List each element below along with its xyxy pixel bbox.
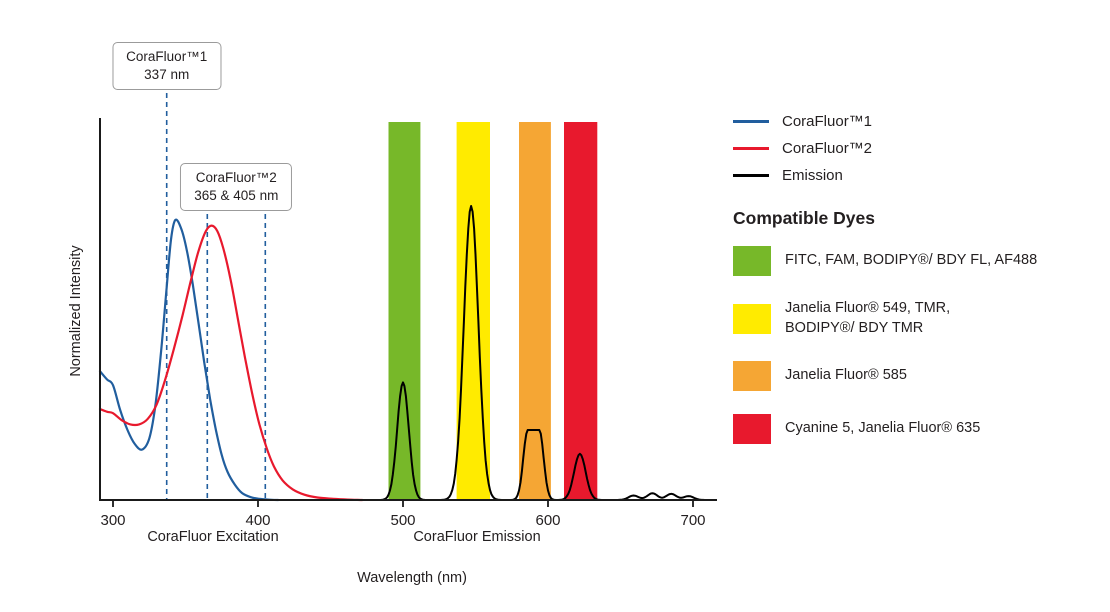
annotation-corafluor2-365-405nm: CoraFluor™2 365 & 405 nm [180, 163, 293, 211]
dye-label: FITC, FAM, BODIPY®/ BDY FL, AF488 [785, 252, 1038, 269]
legend-series-label: CoraFluor™1 [782, 113, 873, 130]
legend-line-swatch [733, 174, 769, 177]
curves-layer [98, 205, 711, 502]
legend-line-swatch [733, 147, 769, 150]
x-region-label-excitation: CoraFluor Excitation [147, 529, 279, 545]
compatible-dye-item-2: Janelia Fluor® 549, TMR, BODIPY®/ BDY TM… [733, 299, 1105, 338]
x-tick-label-700: 700 [680, 512, 705, 529]
compatible-dye-item-1: FITC, FAM, BODIPY®/ BDY FL, AF488 [733, 246, 1105, 276]
annotation-wavelength: 337 nm [144, 66, 190, 82]
dye-label: Janelia Fluor® 585 [785, 367, 907, 384]
y-axis-label: Normalized Intensity [68, 245, 84, 377]
x-tick-label-300: 300 [100, 512, 125, 529]
dashed-lines-layer [165, 84, 267, 500]
legend-series-list: CoraFluor™1 CoraFluor™2 Emission [733, 108, 1105, 189]
dye-label: Cyanine 5, Janelia Fluor® 635 [785, 420, 981, 437]
legend-series-label: Emission [782, 167, 843, 184]
excitation-curve-1 [98, 218, 280, 502]
x-axis-label: Wavelength (nm) [357, 570, 467, 586]
annotation-title: CoraFluor™2 [195, 170, 277, 185]
excitation-curve-2 [98, 224, 364, 502]
legend-series-label: CoraFluor™2 [782, 140, 873, 157]
x-tick-label-600: 600 [535, 512, 560, 529]
dye-label: Janelia Fluor® 549, TMR, BODIPY®/ BDY TM… [785, 300, 951, 336]
annotation-wavelength: 365 & 405 nm [194, 187, 279, 203]
filter-band-orange [519, 122, 551, 500]
dye-color-swatch [733, 361, 771, 392]
annotation-title: CoraFluor™1 [126, 49, 208, 64]
legend-series-item-3: Emission [733, 162, 1105, 189]
x-axis-ticks: 300 400 500 600 700 [100, 500, 706, 529]
x-tick-label-400: 400 [245, 512, 270, 529]
x-tick-label-500: 500 [390, 512, 415, 529]
legend-series-item-2: CoraFluor™2 [733, 135, 1105, 162]
compatible-dye-item-3: Janelia Fluor® 585 [733, 361, 1105, 392]
x-region-label-emission: CoraFluor Emission [413, 529, 541, 545]
emission-curve [345, 205, 711, 501]
filter-band-green [388, 122, 421, 500]
compatible-dyes-heading: Compatible Dyes [733, 208, 875, 228]
legend-line-swatch [733, 120, 769, 123]
annotation-corafluor1-337nm: CoraFluor™1 337 nm [112, 42, 222, 90]
filter-band-red [564, 122, 598, 500]
dye-color-swatch [733, 303, 771, 334]
dye-color-swatch [733, 246, 771, 276]
dye-color-swatch [733, 414, 771, 445]
legend-series-item-1: CoraFluor™1 [733, 108, 1105, 135]
compatible-dyes-list: FITC, FAM, BODIPY®/ BDY FL, AF488 Janelia… [733, 246, 1105, 445]
legend: CoraFluor™1 CoraFluor™2 Emission Compatibl… [733, 108, 1105, 467]
axes-layer: 300 400 500 600 700 [99, 118, 717, 529]
filter-bands-layer [388, 122, 598, 500]
compatible-dye-item-4: Cyanine 5, Janelia Fluor® 635 [733, 414, 1105, 445]
